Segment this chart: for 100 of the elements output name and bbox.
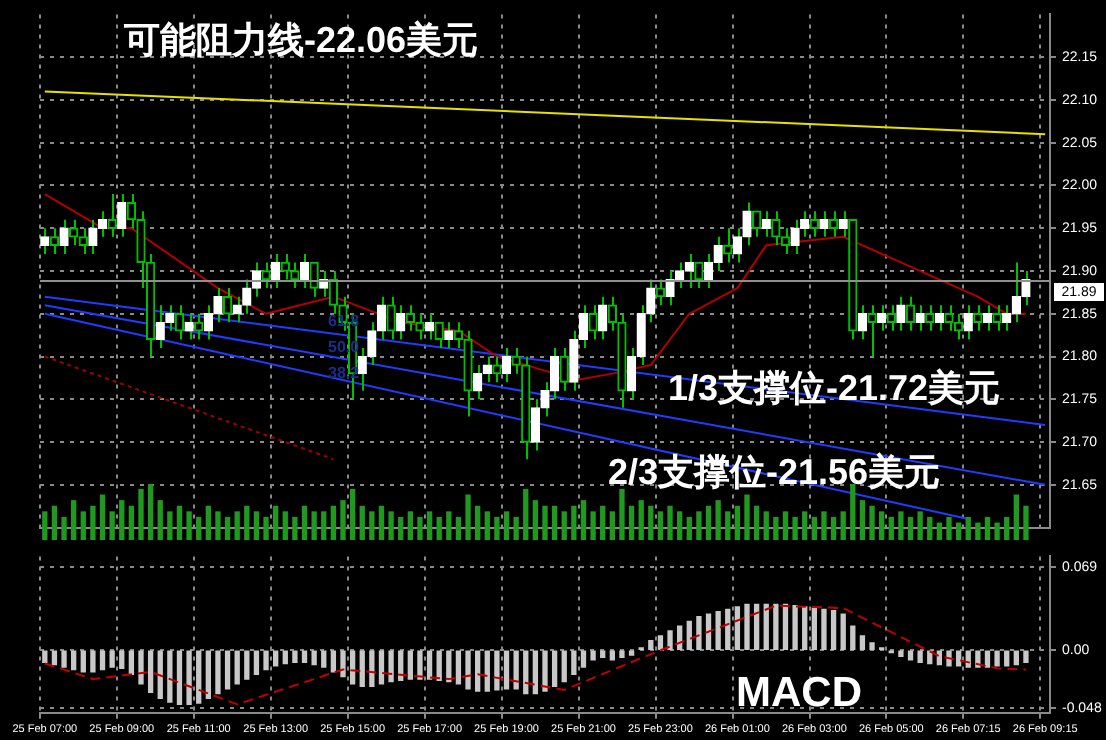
candlestick	[299, 252, 310, 290]
candlestick	[953, 312, 964, 341]
line-series	[43, 604, 1027, 706]
bar	[42, 650, 48, 663]
bar	[619, 650, 625, 659]
bar	[946, 516, 952, 540]
bar	[600, 505, 606, 540]
bar	[282, 650, 288, 665]
bar	[398, 516, 404, 540]
bar	[840, 613, 846, 650]
bar	[513, 516, 519, 540]
bar	[792, 605, 798, 650]
bar	[1023, 505, 1029, 540]
bar	[984, 650, 991, 668]
bar	[821, 511, 827, 540]
bar	[80, 511, 86, 540]
candlestick	[328, 270, 339, 315]
bar	[503, 650, 510, 690]
bar	[359, 650, 365, 687]
bar	[590, 511, 596, 540]
bar	[888, 516, 894, 540]
bar	[147, 484, 154, 540]
candlestick	[107, 193, 117, 238]
bar	[965, 516, 971, 540]
bar	[753, 505, 760, 540]
bar	[619, 488, 625, 540]
bar	[61, 650, 67, 668]
bar	[484, 650, 490, 692]
bar	[686, 620, 692, 650]
candlestick	[925, 304, 935, 332]
bar	[340, 650, 346, 678]
bar	[475, 505, 481, 540]
bar	[955, 522, 962, 540]
bar	[859, 635, 866, 650]
bar	[119, 650, 125, 669]
bar	[523, 488, 529, 540]
bar	[580, 500, 587, 540]
candlestick	[492, 355, 502, 384]
bar	[465, 650, 471, 690]
bar	[330, 650, 337, 673]
bar	[551, 650, 558, 687]
bar	[109, 650, 115, 668]
candlestick	[992, 304, 1002, 332]
bar	[196, 516, 202, 540]
candlestick	[511, 346, 521, 375]
bar	[850, 484, 856, 540]
candlestick	[242, 278, 252, 315]
bar	[196, 650, 202, 704]
bar	[128, 505, 135, 540]
bar	[263, 516, 269, 540]
bar	[417, 650, 423, 680]
bar	[532, 650, 539, 695]
bar	[292, 516, 298, 540]
candlestick	[655, 278, 666, 307]
bar	[811, 516, 817, 540]
bar	[696, 615, 702, 650]
bar	[744, 494, 750, 540]
candlestick	[49, 227, 60, 255]
bar	[455, 516, 462, 540]
bar	[436, 516, 442, 540]
bar	[734, 505, 741, 540]
bar	[542, 505, 548, 540]
bar	[802, 511, 808, 540]
candlestick	[973, 304, 983, 332]
bar	[147, 650, 154, 694]
bar	[407, 650, 413, 680]
bar	[677, 511, 683, 540]
bar	[378, 650, 385, 685]
candlestick	[559, 346, 569, 392]
bar	[696, 511, 702, 540]
bar	[138, 488, 144, 540]
bar	[830, 516, 837, 540]
bar	[917, 511, 923, 540]
bar	[869, 505, 875, 540]
bar	[763, 511, 769, 540]
bar	[61, 516, 67, 540]
bar	[176, 505, 183, 540]
bar	[667, 505, 673, 540]
bar	[273, 505, 279, 540]
annotation: 可能阻力线-22.06美元	[122, 20, 479, 60]
bar	[215, 511, 221, 540]
bar	[628, 650, 635, 656]
bar	[475, 650, 481, 692]
bar	[907, 516, 914, 540]
candlestick	[867, 304, 877, 358]
bar	[840, 511, 846, 540]
bar	[301, 650, 308, 663]
bar	[109, 511, 115, 540]
bar	[157, 500, 163, 540]
bar	[955, 650, 962, 667]
bar	[638, 500, 644, 540]
bar	[859, 500, 866, 540]
bar	[167, 650, 173, 703]
bar	[349, 488, 356, 540]
candlestick	[386, 295, 396, 341]
bar	[407, 511, 413, 540]
bar	[42, 511, 48, 540]
candlestick	[424, 312, 435, 341]
bar	[234, 511, 240, 540]
bar	[253, 650, 260, 675]
